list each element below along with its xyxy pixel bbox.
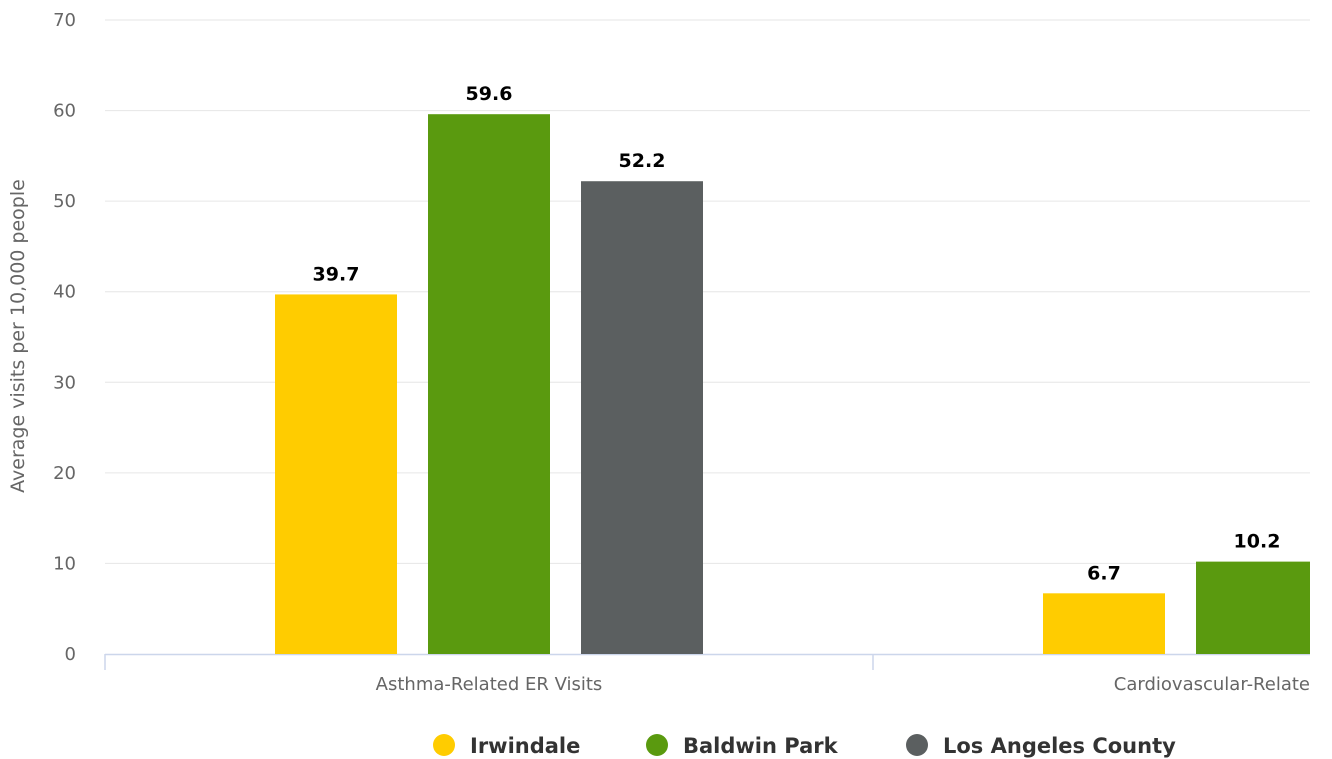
y-tick-label: 10 [53, 553, 76, 574]
bar-los-angeles-county[interactable] [581, 181, 703, 654]
legend[interactable]: Irwindale Baldwin Park Los Angeles County [433, 734, 1176, 758]
legend-marker [433, 734, 455, 756]
bar-baldwin-park[interactable] [1196, 561, 1318, 654]
data-label: 52.2 [619, 150, 666, 172]
y-tick-label: 70 [53, 10, 76, 31]
legend-marker [906, 734, 928, 756]
y-axis-title: Average visits per 10,000 people [7, 179, 29, 493]
legend-label: Baldwin Park [683, 734, 839, 758]
y-tick-label: 50 [53, 191, 76, 212]
data-label: 59.6 [466, 83, 513, 105]
bar-baldwin-park[interactable] [428, 114, 550, 655]
bar-irwindale[interactable] [1043, 593, 1165, 654]
legend-item-los-angeles-county[interactable]: Los Angeles County [906, 734, 1176, 758]
bar-irwindale[interactable] [275, 294, 397, 654]
legend-label: Los Angeles County [943, 734, 1176, 758]
category-label: Cardiovascular-Relate [1114, 674, 1310, 695]
bars [275, 114, 1318, 655]
data-label: 10.2 [1234, 531, 1281, 553]
y-tick-label: 0 [65, 644, 76, 665]
data-labels: 39.7 59.6 52.2 6.7 10.2 [313, 83, 1281, 584]
category-labels: Asthma-Related ER Visits Cardiovascular-R… [376, 674, 1310, 695]
y-tick-label: 30 [53, 372, 76, 393]
category-label: Asthma-Related ER Visits [376, 674, 603, 695]
data-label: 6.7 [1087, 562, 1121, 584]
legend-item-irwindale[interactable]: Irwindale [433, 734, 580, 758]
y-tick-label: 40 [53, 282, 76, 303]
legend-item-baldwin-park[interactable]: Baldwin Park [646, 734, 839, 758]
legend-label: Irwindale [470, 734, 580, 758]
legend-marker [646, 734, 668, 756]
x-axis [104, 653, 1310, 670]
y-tick-label: 20 [53, 463, 76, 484]
y-axis-ticks: 0 10 20 30 40 50 60 70 [53, 10, 76, 665]
y-tick-label: 60 [53, 101, 76, 122]
data-label: 39.7 [313, 263, 360, 285]
